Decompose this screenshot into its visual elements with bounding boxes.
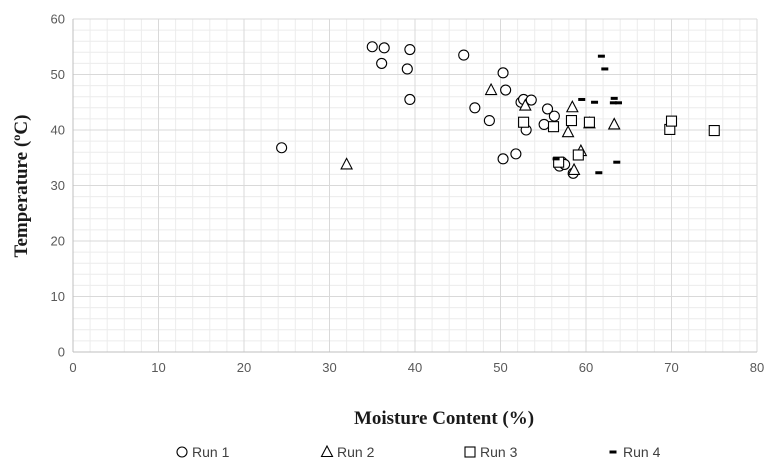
data-point-circle — [404, 93, 416, 106]
data-point-triangle — [484, 82, 498, 96]
data-point-dash — [601, 67, 609, 71]
data-point-circle — [541, 103, 554, 115]
data-point-triangle — [518, 98, 532, 111]
data-point-triangle — [340, 157, 354, 170]
data-point-circle — [458, 49, 470, 61]
data-point-square — [665, 115, 678, 127]
data-point-dash — [595, 171, 603, 175]
data-point-circle — [376, 57, 388, 69]
data-point-circle — [366, 41, 378, 53]
y-tick-label: 60 — [51, 12, 65, 27]
grid — [72, 18, 758, 353]
data-point-triangle — [561, 125, 575, 138]
y-tick-label: 50 — [51, 67, 65, 82]
legend-marker-circle — [176, 446, 188, 458]
x-tick-label: 50 — [493, 360, 507, 375]
legend-marker-square — [464, 446, 476, 458]
data-point-dash — [597, 54, 605, 58]
y-tick-label: 20 — [51, 234, 65, 249]
data-point-square — [518, 116, 530, 128]
data-point-square — [553, 156, 565, 168]
data-point-triangle — [565, 100, 579, 113]
data-point-circle — [404, 43, 416, 56]
data-point-square — [708, 125, 720, 137]
x-axis-ticks: 0 10 20 30 40 50 60 70 80 — [69, 360, 764, 375]
x-tick-label: 20 — [237, 360, 251, 375]
series-run-4 — [552, 54, 622, 175]
data-point-circle — [510, 148, 522, 160]
data-point-circle — [378, 42, 390, 54]
data-point-square — [572, 149, 584, 161]
data-point-dash — [614, 101, 622, 105]
data-point-circle — [500, 84, 512, 96]
data-point-square — [565, 115, 578, 127]
x-axis-title: Moisture Content (%) — [354, 408, 534, 429]
x-tick-label: 60 — [579, 360, 593, 375]
x-tick-label: 80 — [750, 360, 764, 375]
legend-marker-triangle — [320, 444, 334, 458]
y-tick-label: 30 — [51, 178, 65, 193]
data-points — [276, 41, 720, 179]
legend-label: Run 2 — [337, 444, 375, 460]
legend-item: Run 2 — [320, 444, 375, 460]
legend-item: Run 4 — [609, 444, 661, 460]
legend-label: Run 1 — [192, 444, 230, 460]
data-point-circle — [525, 94, 537, 106]
data-point-triangle — [607, 117, 621, 130]
legend-item: Run 3 — [464, 444, 518, 460]
legend-item: Run 1 — [176, 444, 230, 460]
data-point-triangle — [567, 162, 581, 176]
x-tick-label: 10 — [151, 360, 165, 375]
series-run-2 — [340, 82, 621, 176]
series-run-3 — [518, 115, 720, 168]
y-axis-title: Temperature (ºC) — [11, 115, 32, 258]
data-point-dash — [578, 97, 586, 101]
data-point-circle — [483, 115, 495, 127]
y-axis-ticks: 0 10 20 30 40 50 60 — [51, 12, 65, 360]
data-point-circle — [401, 63, 413, 75]
data-point-dash — [613, 160, 621, 164]
data-point-circle — [469, 102, 481, 114]
y-tick-label: 40 — [51, 123, 65, 138]
data-point-circle — [497, 67, 509, 79]
y-tick-label: 0 — [58, 345, 65, 360]
data-point-circle — [548, 110, 560, 122]
data-point-square — [583, 116, 595, 128]
data-point-circle — [497, 153, 509, 165]
data-point-dash — [609, 101, 617, 105]
x-tick-label: 70 — [664, 360, 678, 375]
x-tick-label: 0 — [69, 360, 76, 375]
legend-label: Run 4 — [623, 444, 661, 460]
legend-marker-dash — [609, 450, 617, 454]
legend: Run 1 Run 2 Run 3 Run 4 — [176, 444, 661, 460]
x-tick-label: 40 — [408, 360, 422, 375]
x-tick-label: 30 — [322, 360, 336, 375]
data-point-square — [547, 121, 560, 133]
data-point-circle — [538, 118, 550, 130]
data-point-circle — [276, 142, 288, 154]
legend-label: Run 3 — [480, 444, 518, 460]
data-point-dash — [610, 96, 618, 100]
y-tick-label: 10 — [51, 289, 65, 304]
series-run-1 — [276, 41, 579, 179]
data-point-dash — [552, 157, 560, 161]
data-point-dash — [591, 100, 599, 104]
